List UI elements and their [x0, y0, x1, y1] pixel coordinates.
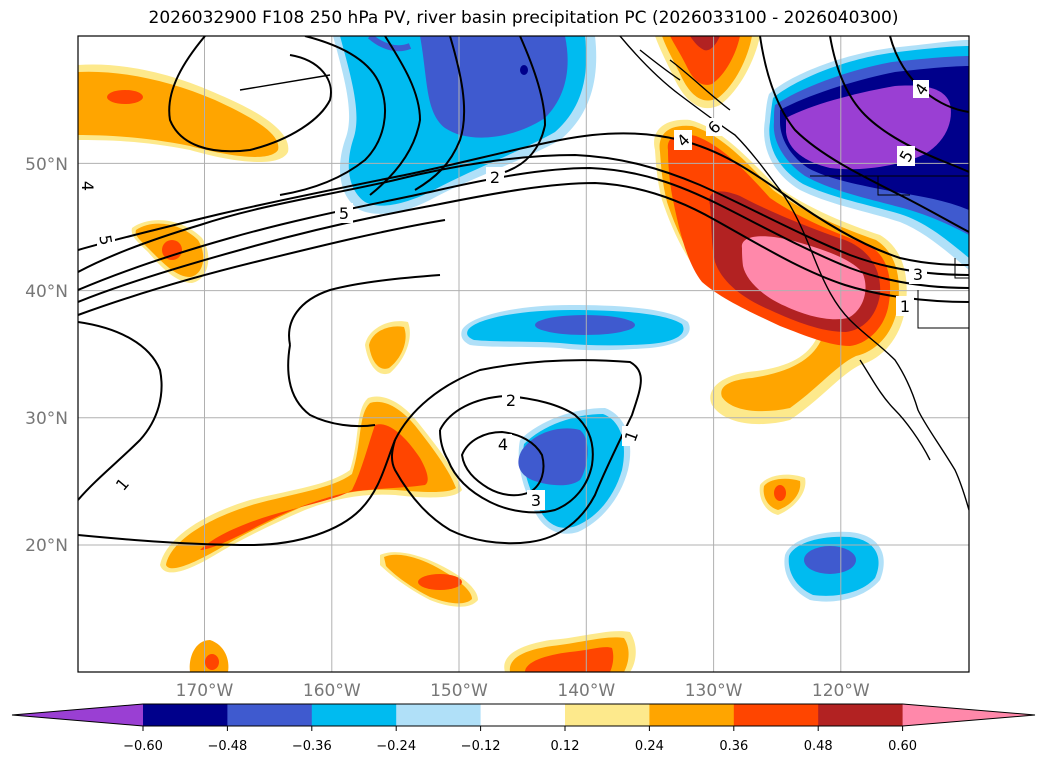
- colorbar-segment: [227, 704, 313, 726]
- colorbar: [11, 703, 1036, 731]
- colorbar-segment: [565, 704, 650, 726]
- contour-label: 3: [531, 491, 541, 510]
- pv-contours: [78, 36, 969, 547]
- colorbar-tick-label: −0.12: [461, 739, 501, 754]
- hawaii-positive-blob: [380, 552, 478, 607]
- contour-label: 5: [339, 204, 349, 223]
- colorbar-tick-label: 0.12: [551, 739, 580, 754]
- contour-label: 2: [490, 168, 500, 187]
- contour-label: 1: [900, 297, 910, 316]
- colorbar-segment: [818, 704, 904, 726]
- colorbar-tick-label: 0.24: [635, 739, 664, 754]
- colorbar-segment: [396, 704, 482, 726]
- colorbar-segment: [143, 704, 228, 726]
- west-coast-positive-blob: [654, 119, 907, 425]
- blob-170w-44n: [131, 220, 209, 283]
- colorbar-tick-label: −0.48: [207, 739, 247, 754]
- lon-label-120w: 120°W: [812, 681, 870, 701]
- subtropic-negative-blob: [518, 408, 631, 534]
- latitude-labels: 20°N 30°N 40°N 50°N: [25, 155, 68, 556]
- coastlines: [239, 36, 969, 511]
- map-area: 5 2 5 4 1 2 4 3 1 3 1 4 5 4: [78, 36, 969, 672]
- colorbar-segment: [733, 704, 819, 726]
- lat-label-40n: 40°N: [25, 282, 68, 302]
- colorbar-ticks: −0.60 −0.48 −0.36 −0.24 −0.12 0.12 0.24 …: [123, 739, 917, 754]
- contour-label: 3: [913, 265, 923, 284]
- blob-120w-17n-negative: [784, 531, 884, 602]
- colorbar-extend-min: [12, 704, 143, 726]
- contour-label: 4: [498, 435, 508, 454]
- lon-label-160w: 160°W: [303, 681, 361, 701]
- map-frame: [77, 35, 970, 673]
- colorbar-segment: [311, 704, 397, 726]
- lon-label-130w: 130°W: [685, 681, 743, 701]
- lat-label-50n: 50°N: [25, 155, 68, 175]
- colorbar-segment: [649, 704, 735, 726]
- colorbar-tick-label: −0.24: [376, 739, 416, 754]
- figure-title: 2026032900 F108 250 hPa PV, river basin …: [148, 8, 899, 28]
- colorbar-tick-label: 0.36: [719, 739, 748, 754]
- colorbar-tick-label: −0.36: [292, 739, 332, 754]
- colorbar-segment: [480, 704, 566, 726]
- contour-label: 4: [78, 181, 97, 191]
- contour-label: 5: [95, 233, 115, 246]
- subtropic-positive-swath: [160, 396, 462, 573]
- bottom-positive-blobs: [189, 631, 636, 672]
- blob-125w-23n: [759, 474, 806, 515]
- lon-label-140w: 140°W: [557, 681, 615, 701]
- mid-pacific-negative-blob: [461, 305, 690, 351]
- colorbar-tick-label: 0.48: [804, 739, 833, 754]
- bc-alaska-positive-blob: [655, 36, 760, 109]
- graticule: [78, 36, 969, 672]
- longitude-labels: 170°W 160°W 150°W 140°W 130°W 120°W: [176, 681, 870, 701]
- filled-anomalies: [78, 36, 969, 672]
- lat-label-20n: 20°N: [25, 536, 68, 556]
- blob-155w-37n: [365, 321, 410, 375]
- pv-contour-labels: 5 2 5 4 1 2 4 3 1 3 1 4 5 4: [78, 80, 932, 510]
- lon-label-170w: 170°W: [176, 681, 234, 701]
- colorbar-tick-label: 0.60: [888, 739, 917, 754]
- lon-label-150w: 150°W: [430, 681, 488, 701]
- colorbar-tick-label: −0.60: [123, 739, 163, 754]
- lat-label-30n: 30°N: [25, 409, 68, 429]
- colorbar-extend-max: [902, 704, 1035, 726]
- nw-positive-blob: [78, 64, 289, 163]
- contour-label: 2: [506, 391, 516, 410]
